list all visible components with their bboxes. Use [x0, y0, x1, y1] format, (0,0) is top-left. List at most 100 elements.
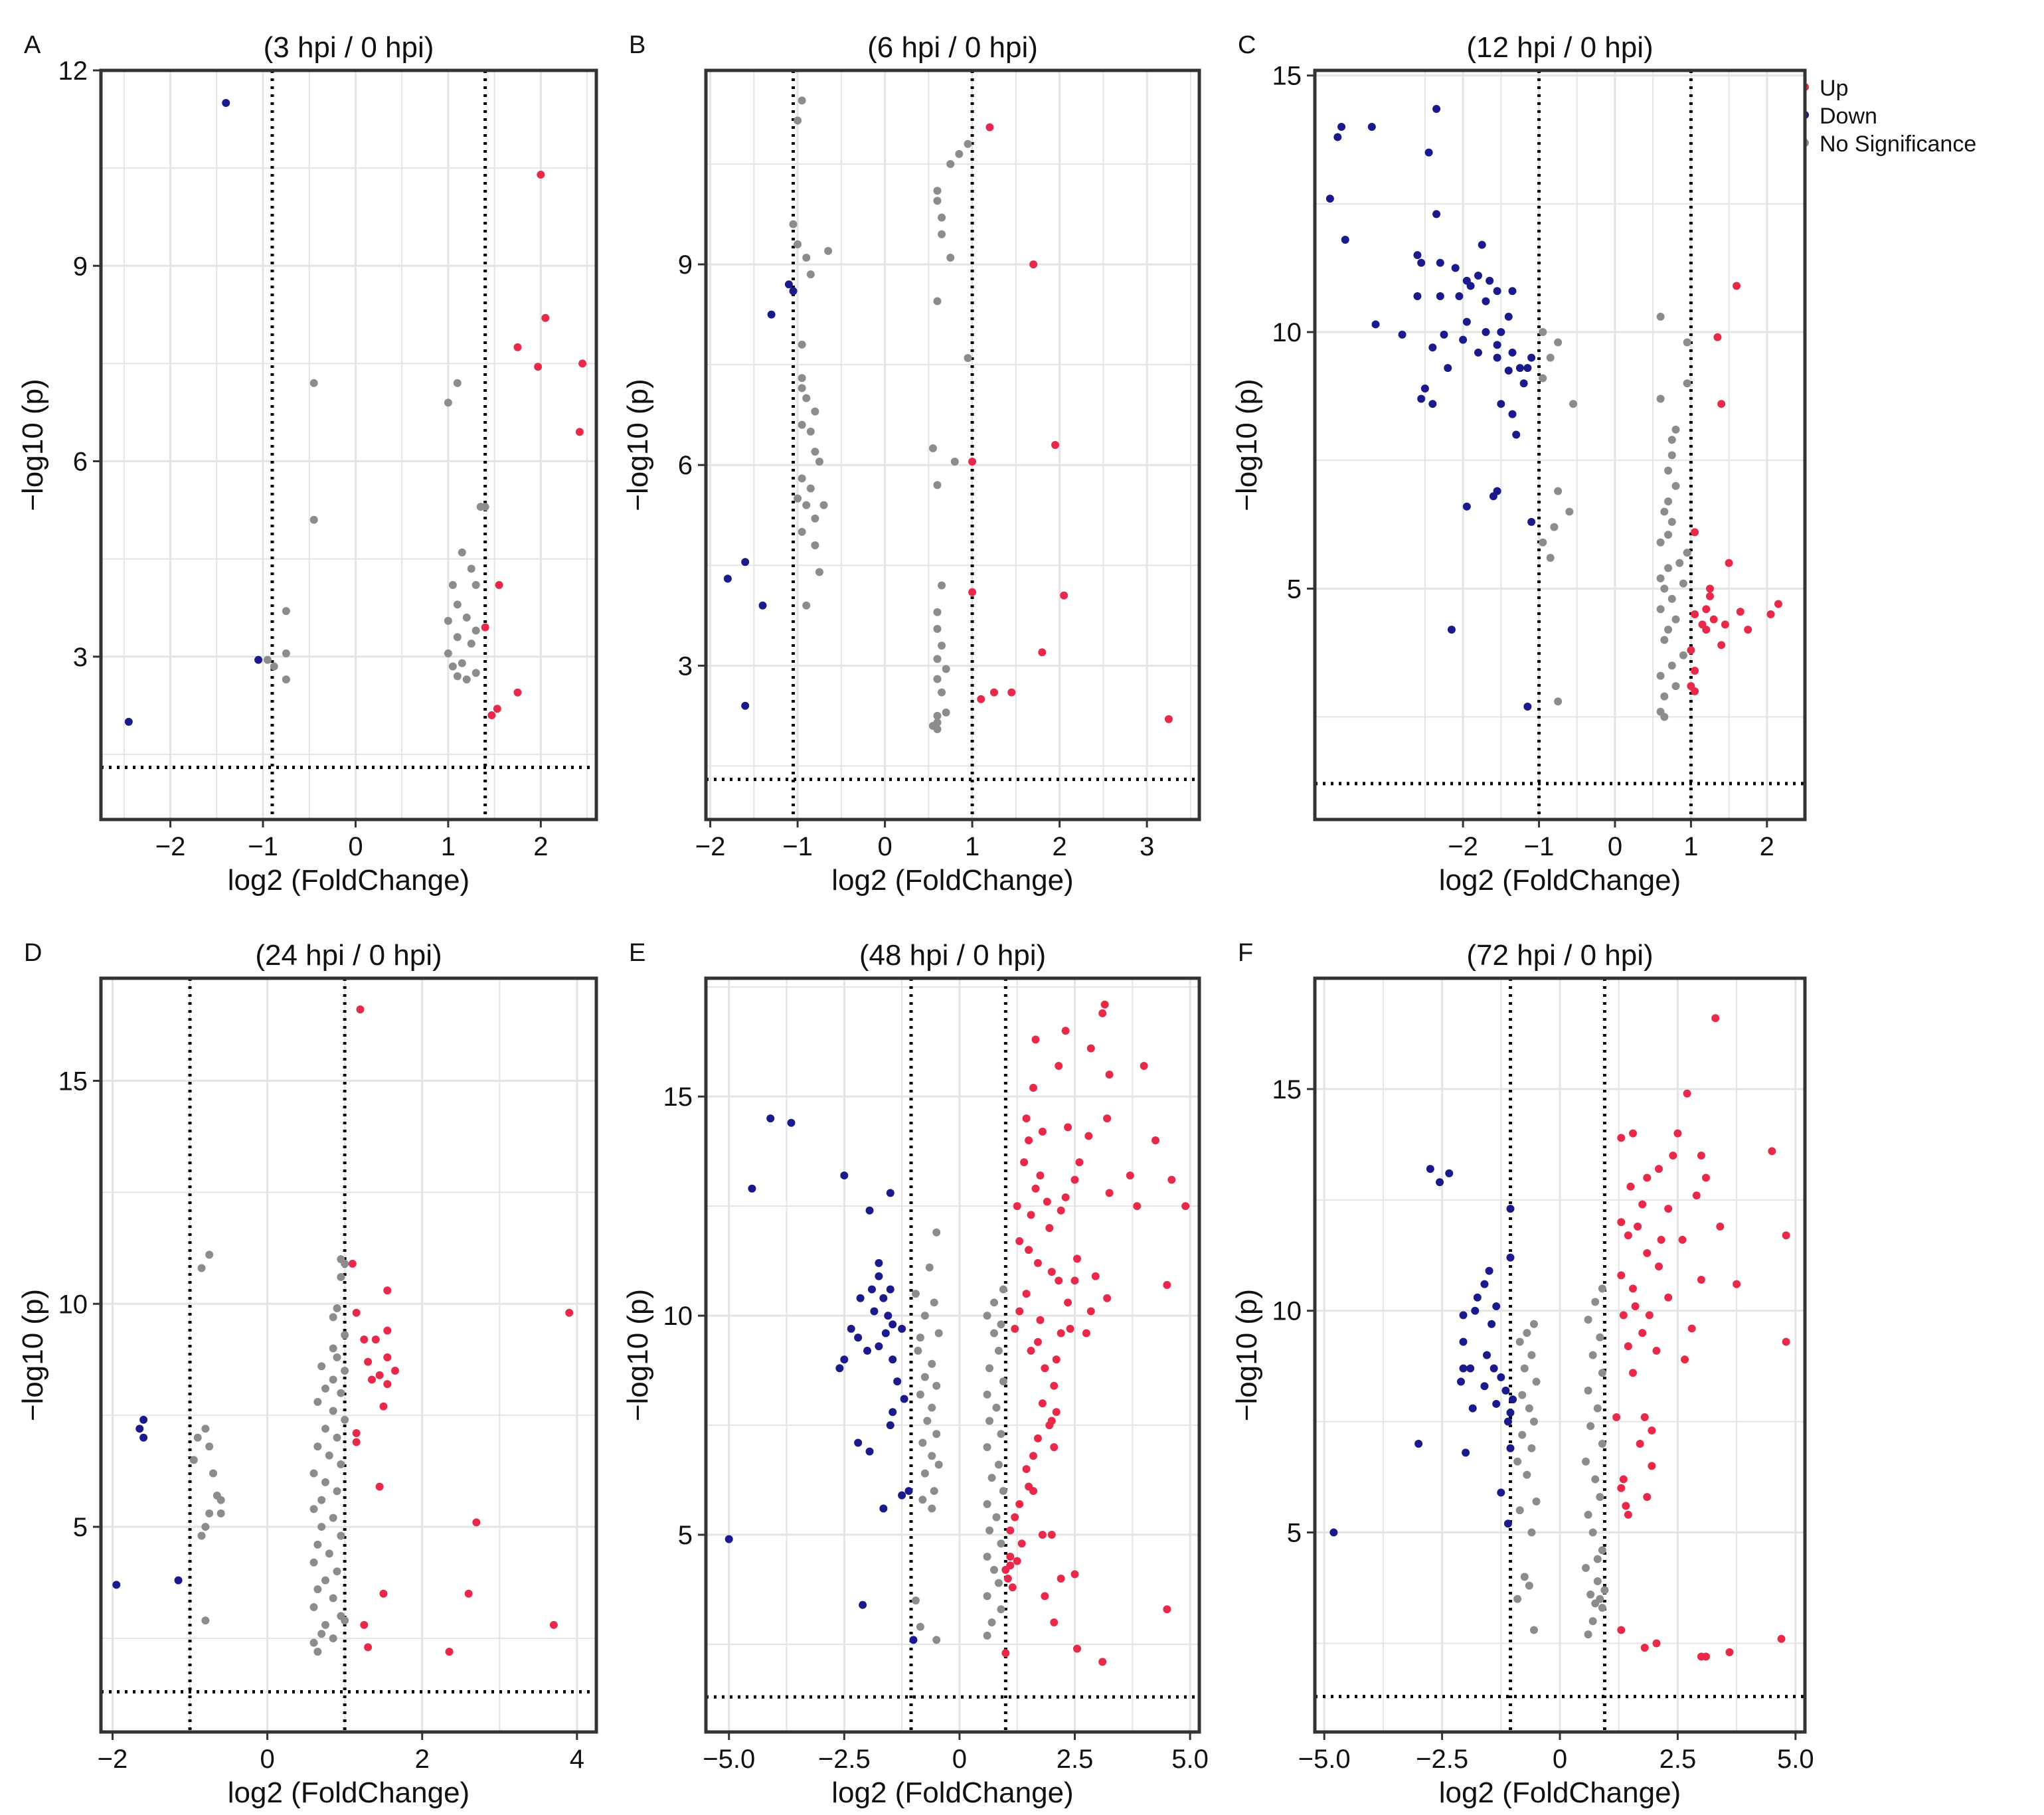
point-ns	[1525, 1404, 1533, 1413]
point-ns	[1515, 1506, 1524, 1515]
y-tick-label: 6	[73, 448, 88, 477]
x-tick-label: −2	[155, 832, 186, 861]
point-ns	[1664, 564, 1673, 572]
point-down	[859, 1600, 867, 1609]
point-ns	[928, 1504, 936, 1513]
point-down	[139, 1415, 148, 1424]
point-ns	[1539, 538, 1547, 547]
point-ns	[1588, 1528, 1597, 1537]
point-down	[1329, 1528, 1338, 1537]
point-down	[1508, 410, 1517, 418]
point-ns	[471, 669, 480, 677]
point-down	[254, 655, 263, 664]
panel-letter: D	[24, 939, 42, 967]
point-down	[1480, 1280, 1489, 1288]
y-tick-label: 10	[1272, 1297, 1302, 1326]
point-ns	[920, 1373, 929, 1381]
point-up	[1055, 1276, 1063, 1285]
point-ns	[983, 1631, 991, 1640]
plot-area	[706, 70, 1199, 820]
point-ns	[471, 580, 480, 589]
x-tick-label: −1	[248, 832, 278, 861]
point-up	[1061, 1027, 1070, 1035]
point-ns	[1586, 1422, 1595, 1430]
point-up	[1736, 608, 1745, 616]
point-down	[1462, 317, 1471, 326]
point-ns	[933, 608, 942, 616]
point-ns	[1596, 1333, 1604, 1341]
point-ns	[798, 340, 806, 349]
point-ns	[946, 254, 955, 262]
point-up	[1774, 600, 1782, 608]
point-ns	[989, 1298, 998, 1307]
point-ns	[798, 96, 806, 105]
point-up	[1624, 1231, 1632, 1240]
point-up	[1050, 1443, 1059, 1452]
point-up	[379, 1402, 388, 1411]
point-up	[1057, 1575, 1065, 1583]
point-up	[383, 1286, 392, 1295]
point-ns	[811, 541, 819, 550]
point-ns	[321, 1384, 330, 1393]
point-down	[139, 1433, 148, 1442]
point-down	[112, 1581, 121, 1589]
point-up	[1047, 1531, 1056, 1539]
point-down	[867, 1285, 876, 1294]
point-ns	[1582, 1457, 1590, 1466]
point-ns	[1529, 1320, 1538, 1328]
point-ns	[1529, 1626, 1538, 1634]
point-down	[1428, 400, 1437, 408]
point-ns	[1591, 1475, 1600, 1484]
y-tick-label: 5	[1287, 1519, 1302, 1548]
point-down	[767, 310, 776, 319]
point-up	[1721, 620, 1729, 629]
plot-frame	[704, 68, 1201, 821]
x-tick-label: −2	[1448, 832, 1478, 861]
point-ns	[1667, 436, 1676, 444]
point-up	[1697, 1276, 1705, 1284]
point-down	[1413, 292, 1422, 300]
point-down	[909, 1636, 918, 1644]
point-ns	[1515, 1338, 1524, 1346]
point-up	[1643, 1493, 1652, 1502]
point-down	[1462, 1448, 1470, 1457]
point-ns	[999, 1285, 1007, 1294]
point-up	[1072, 1254, 1081, 1263]
point-down	[835, 1364, 844, 1373]
point-up	[1619, 1475, 1628, 1484]
point-up	[356, 1005, 365, 1014]
point-up	[1082, 1329, 1090, 1338]
panel-e: −5.0 −2.5 0 2.5 5.0 5 10 15 (48 hpi / 0 hpi) Elog…	[622, 939, 1209, 1809]
point-down	[741, 701, 750, 710]
point-up	[1181, 1202, 1190, 1211]
point-down	[124, 717, 133, 726]
point-ns	[1591, 1298, 1600, 1306]
point-down	[856, 1294, 865, 1302]
point-ns	[950, 458, 959, 466]
point-ns	[197, 1531, 206, 1540]
point-up	[1051, 441, 1060, 449]
plot-frame	[99, 976, 598, 1734]
y-tick-label: 3	[678, 651, 693, 681]
point-ns	[325, 1451, 333, 1460]
x-tick-label: 4	[570, 1745, 584, 1774]
point-up	[383, 1380, 392, 1389]
point-ns	[467, 640, 475, 648]
point-ns	[934, 1329, 943, 1338]
point-down	[1466, 1364, 1475, 1373]
point-up	[1697, 1152, 1705, 1160]
point-ns	[815, 568, 823, 576]
point-ns	[938, 213, 946, 222]
point-ns	[997, 1320, 1005, 1329]
point-ns	[928, 1452, 936, 1460]
point-ns	[1565, 507, 1574, 516]
point-up	[1038, 1531, 1047, 1539]
x-tick-label: 1	[1683, 832, 1698, 861]
y-tick-label: 10	[1272, 318, 1302, 347]
point-down	[1523, 703, 1532, 711]
point-ns	[189, 1456, 198, 1464]
point-ns	[193, 1433, 202, 1442]
point-ns	[1656, 394, 1665, 403]
point-ns	[329, 1375, 337, 1384]
